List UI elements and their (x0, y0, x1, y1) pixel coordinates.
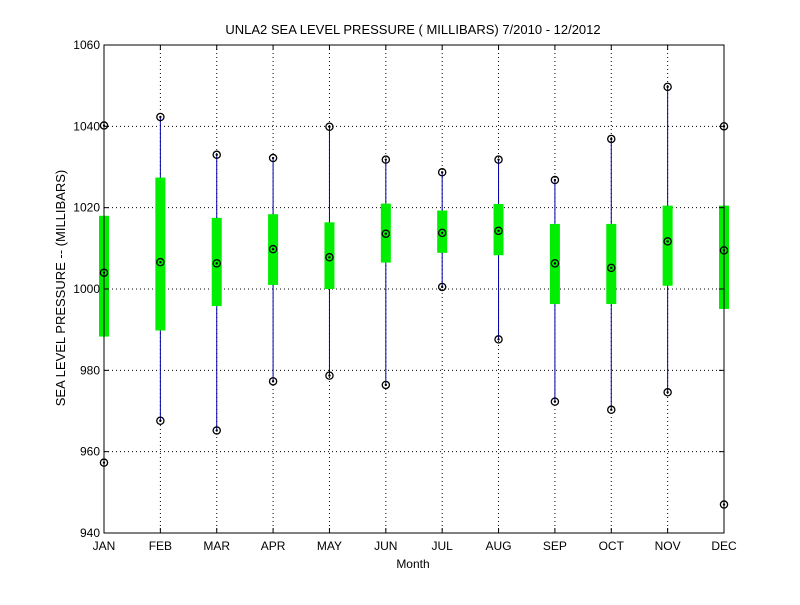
min-marker-dot (440, 285, 444, 289)
max-marker-dot (497, 158, 500, 161)
min-marker-dot (271, 380, 275, 383)
min-marker-dot (497, 338, 500, 341)
median-marker-dot (384, 232, 388, 235)
iqr-box (493, 204, 504, 256)
min-marker-dot (666, 391, 669, 394)
chart-title: UNLA2 SEA LEVEL PRESSURE ( MILLIBARS) 7/… (225, 22, 600, 37)
median-marker-dot (497, 229, 500, 233)
max-marker-dot (271, 156, 275, 160)
median-marker-dot (553, 262, 557, 265)
max-marker (437, 168, 447, 177)
x-tick-label: FEB (149, 539, 172, 553)
median-marker-dot (159, 260, 162, 264)
y-tick-label: 940 (80, 526, 100, 540)
x-axis-label: Month (396, 557, 429, 571)
x-tick-label: OCT (599, 539, 625, 553)
min-marker-dot (215, 429, 218, 432)
iqr-box (324, 222, 335, 289)
max-marker-dot (384, 158, 388, 161)
min-marker (607, 405, 616, 415)
x-tick-label: MAR (203, 539, 230, 553)
min-marker (156, 416, 165, 426)
max-marker (325, 122, 334, 131)
iqr-box (437, 210, 448, 253)
grid (104, 45, 724, 533)
x-tick-label: JUL (432, 539, 454, 553)
max-marker (381, 155, 391, 164)
x-tick-label: DEC (711, 539, 737, 553)
max-marker (663, 82, 672, 92)
min-marker (494, 335, 503, 344)
iqr-box (662, 205, 673, 286)
median-marker-dot (610, 266, 613, 270)
min-marker (325, 371, 334, 380)
y-tick-label: 980 (80, 363, 100, 377)
max-marker (212, 150, 221, 160)
median-marker (550, 259, 560, 268)
median-marker (663, 237, 672, 246)
median-marker (268, 244, 278, 254)
x-tick-label: AUG (486, 539, 512, 553)
max-marker-dot (666, 85, 669, 89)
min-marker-dot (553, 400, 557, 403)
min-marker (212, 426, 221, 435)
plot-data (99, 82, 729, 509)
min-marker-dot (159, 419, 162, 422)
max-marker (494, 155, 503, 164)
min-marker-dot (384, 383, 388, 387)
x-tick-label: SEP (543, 539, 567, 553)
min-marker-dot (610, 408, 613, 411)
max-marker-dot (440, 171, 444, 174)
x-tick-label: MAY (317, 539, 342, 553)
median-marker (212, 259, 221, 268)
median-marker-dot (328, 256, 331, 259)
iqr-box (211, 217, 222, 307)
y-tick-label: 1040 (73, 119, 100, 133)
median-marker (325, 253, 334, 262)
median-marker (381, 229, 391, 238)
median-marker-dot (215, 262, 218, 265)
y-tick-label: 1060 (73, 38, 100, 52)
max-marker-dot (159, 115, 162, 119)
y-tick-label: 1020 (73, 201, 100, 215)
min-marker (663, 388, 672, 397)
y-tick-label: 960 (80, 445, 100, 459)
y-axis-label: SEA LEVEL PRESSURE -- (MILLIBARS) (53, 170, 68, 406)
x-tick-label: NOV (655, 539, 681, 553)
y-tick-label: 1000 (73, 282, 100, 296)
median-marker (437, 228, 447, 238)
max-marker (268, 153, 278, 163)
max-marker-dot (328, 125, 331, 128)
min-marker (381, 380, 391, 390)
min-marker (437, 282, 447, 292)
median-marker-dot (440, 231, 444, 235)
min-marker (550, 397, 560, 406)
min-marker (268, 377, 278, 386)
median-marker-dot (271, 247, 275, 251)
max-marker-dot (553, 178, 557, 182)
max-marker (156, 112, 165, 122)
max-marker (550, 175, 560, 185)
iqr-box (155, 177, 166, 331)
median-marker (494, 226, 503, 236)
median-marker (607, 263, 616, 273)
median-marker (156, 257, 165, 267)
x-tick-label: APR (261, 539, 286, 553)
axes: 940 960 980 1000 1020 1040 1060 JAN FEB MAR APR MAY… (73, 38, 737, 553)
max-marker-dot (610, 137, 613, 141)
min-marker-dot (328, 374, 331, 377)
max-marker (607, 134, 616, 144)
max-marker-dot (215, 153, 218, 156)
median-marker-dot (666, 240, 669, 243)
x-tick-label: JAN (93, 539, 116, 553)
x-tick-label: JUN (374, 539, 397, 553)
